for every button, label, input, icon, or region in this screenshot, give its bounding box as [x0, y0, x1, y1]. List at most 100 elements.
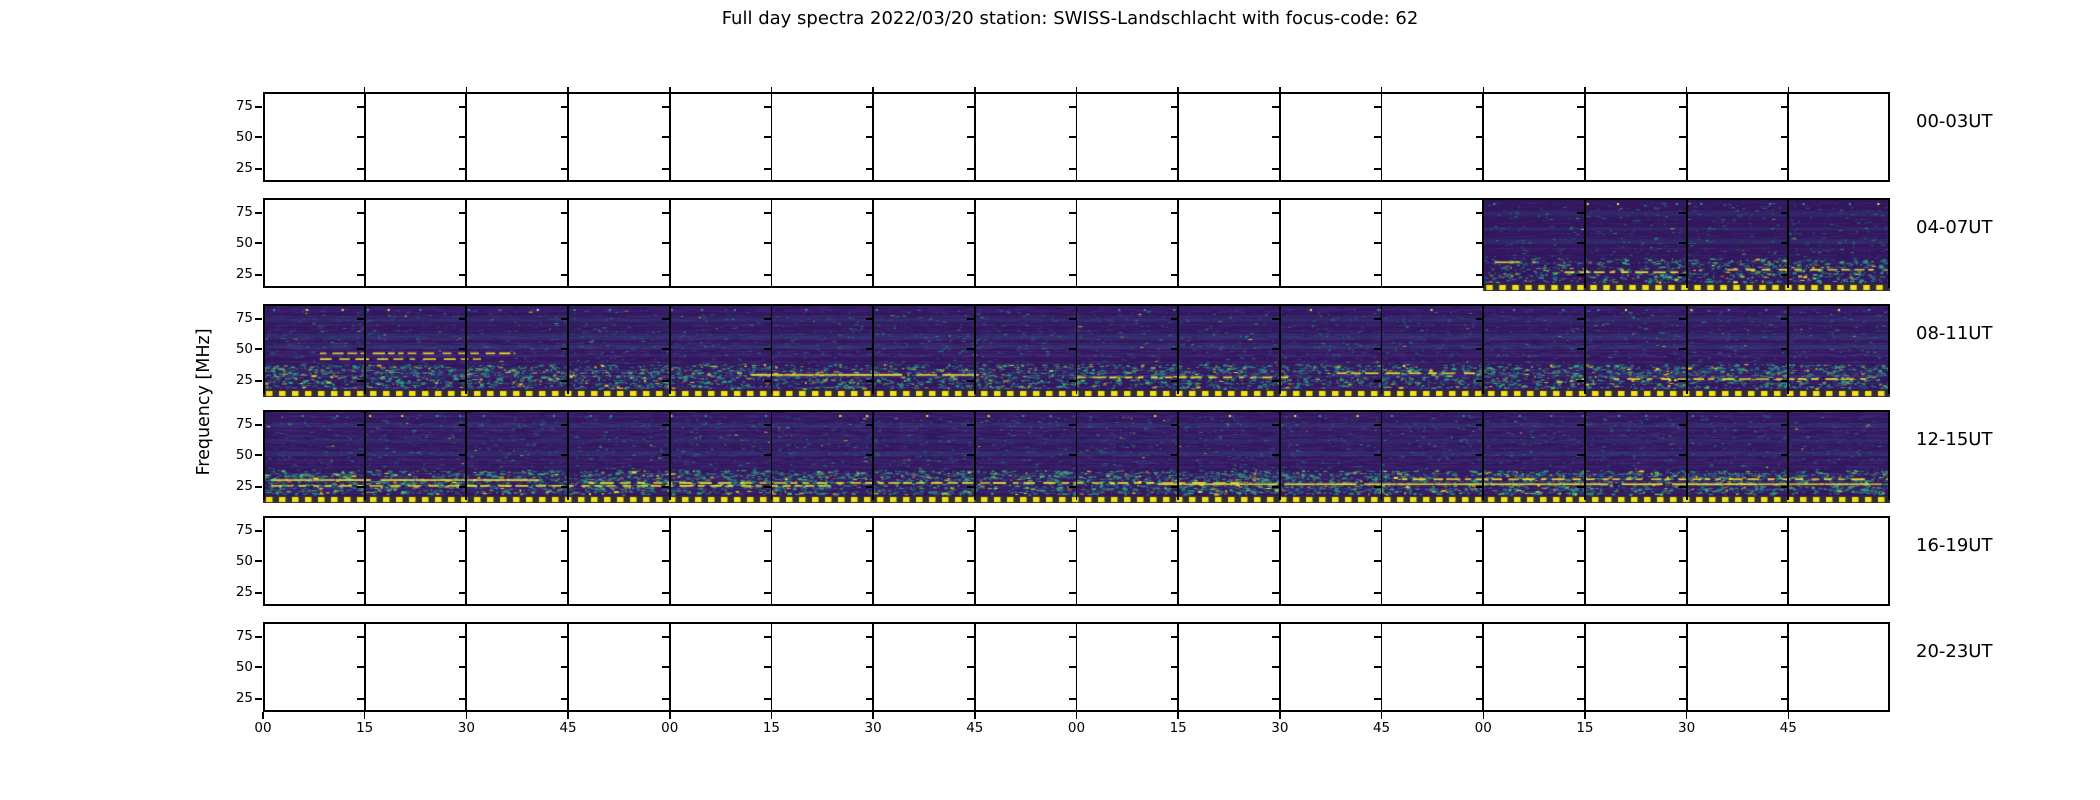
- row-time-label: 00-03UT: [1916, 111, 1993, 132]
- divider-frequency-tick: [458, 212, 466, 214]
- subpanel-divider: [1075, 410, 1078, 500]
- subpanel-divider: [872, 92, 875, 182]
- divider-frequency-tick: [763, 698, 771, 700]
- y-tick-label: 25: [235, 266, 253, 283]
- y-axis-tick: [254, 106, 262, 108]
- divider-frequency-tick: [1475, 318, 1483, 320]
- divider-frequency-tick: [662, 698, 670, 700]
- y-tick-label: 75: [235, 522, 253, 539]
- divider-frequency-tick: [662, 636, 670, 638]
- y-axis-tick: [254, 486, 262, 488]
- divider-frequency-tick: [1272, 486, 1280, 488]
- divider-frequency-tick: [1679, 380, 1687, 382]
- x-axis-tick: [770, 712, 773, 719]
- subpanel-divider: [770, 410, 773, 500]
- divider-frequency-tick: [865, 698, 873, 700]
- subpanel-divider: [1685, 516, 1688, 606]
- y-tick-label: 25: [235, 160, 253, 177]
- divider-frequency-tick: [1577, 212, 1585, 214]
- divider-frequency-tick: [458, 348, 466, 350]
- divider-frequency-tick: [1679, 424, 1687, 426]
- divider-frequency-tick: [865, 424, 873, 426]
- divider-frequency-tick: [865, 530, 873, 532]
- subpanel-divider: [1177, 92, 1180, 182]
- subpanel-divider: [770, 516, 773, 606]
- subpanel-divider: [770, 198, 773, 288]
- divider-frequency-tick: [1577, 592, 1585, 594]
- subpanel-divider: [973, 304, 976, 394]
- row-panel: 75 50 25: [236, 516, 1890, 606]
- divider-frequency-tick: [1374, 424, 1382, 426]
- y-tick-label: 75: [235, 204, 253, 221]
- subpanel-divider: [770, 622, 773, 712]
- subpanel-divider: [465, 622, 468, 712]
- x-tick-label: 45: [559, 720, 577, 736]
- divider-frequency-tick: [357, 318, 365, 320]
- panel-border-right: [1888, 516, 1890, 606]
- subpanel-divider: [1787, 198, 1790, 288]
- divider-frequency-tick: [1069, 636, 1076, 638]
- y-tick-label: 75: [235, 628, 253, 645]
- divider-frequency-tick: [1069, 136, 1076, 138]
- divider-frequency-tick: [1577, 560, 1585, 562]
- top-tick: [1787, 87, 1790, 92]
- divider-frequency-tick: [662, 666, 670, 668]
- subpanel-divider: [973, 410, 976, 500]
- divider-frequency-tick: [458, 592, 466, 594]
- row-panel: 75 50 25: [236, 198, 1890, 291]
- divider-frequency-tick: [1780, 666, 1788, 668]
- subpanel-divider: [1177, 304, 1180, 394]
- x-axis-tick: [363, 712, 366, 719]
- divider-frequency-tick: [865, 486, 873, 488]
- divider-frequency-tick: [1577, 636, 1585, 638]
- divider-frequency-tick: [967, 348, 975, 350]
- divider-frequency-tick: [357, 424, 365, 426]
- panel-border-left: [263, 516, 265, 606]
- subpanel-divider: [1380, 198, 1383, 288]
- divider-frequency-tick: [357, 560, 365, 562]
- divider-frequency-tick: [967, 486, 975, 488]
- divider-frequency-tick: [967, 380, 975, 382]
- row-panel: 75 50 25: [236, 410, 1890, 503]
- x-axis-tick: [465, 712, 468, 719]
- divider-frequency-tick: [967, 636, 975, 638]
- divider-frequency-tick: [1272, 636, 1280, 638]
- x-tick-label: 15: [1169, 720, 1187, 736]
- subpanel-divider: [363, 198, 366, 288]
- divider-frequency-tick: [967, 698, 975, 700]
- subpanel-divider: [1278, 516, 1281, 606]
- subpanel-divider: [1482, 516, 1485, 606]
- subpanel-divider: [1482, 622, 1485, 712]
- subpanel-divider: [973, 516, 976, 606]
- divider-frequency-tick: [662, 274, 670, 276]
- subpanel-divider: [567, 410, 569, 500]
- subpanel-divider: [1787, 410, 1790, 500]
- subpanel-divider: [973, 198, 976, 288]
- divider-frequency-tick: [763, 636, 771, 638]
- subpanel-divider: [1380, 622, 1383, 712]
- divider-frequency-tick: [560, 106, 568, 108]
- divider-frequency-tick: [357, 274, 365, 276]
- divider-frequency-tick: [357, 168, 365, 170]
- divider-frequency-tick: [967, 136, 975, 138]
- subpanel-divider: [567, 92, 569, 182]
- panel-border-left: [263, 622, 265, 712]
- y-axis-tick: [254, 592, 262, 594]
- divider-frequency-tick: [560, 560, 568, 562]
- divider-frequency-tick: [1170, 454, 1178, 456]
- divider-frequency-tick: [1374, 530, 1382, 532]
- subpanel-divider: [1584, 92, 1586, 182]
- divider-frequency-tick: [1780, 560, 1788, 562]
- subpanel-divider: [1584, 304, 1586, 394]
- divider-frequency-tick: [967, 454, 975, 456]
- divider-frequency-tick: [1679, 592, 1687, 594]
- divider-frequency-tick: [1374, 318, 1382, 320]
- divider-frequency-tick: [1069, 530, 1076, 532]
- divider-frequency-tick: [967, 212, 975, 214]
- divider-frequency-tick: [1272, 136, 1280, 138]
- y-tick-label: 50: [235, 446, 253, 463]
- x-axis-tick: [1482, 712, 1484, 719]
- top-tick: [974, 87, 976, 92]
- divider-frequency-tick: [560, 454, 568, 456]
- divider-frequency-tick: [357, 242, 365, 244]
